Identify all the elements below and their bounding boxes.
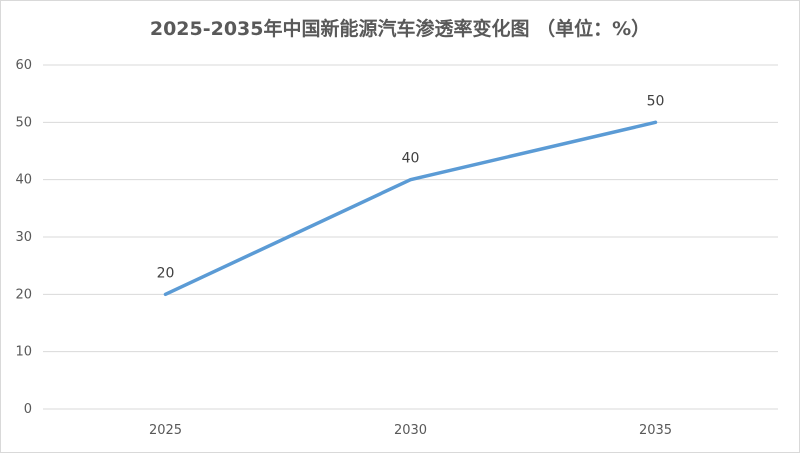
y-tick-label: 50	[15, 115, 32, 130]
data-label: 20	[157, 265, 175, 281]
series-line	[163, 120, 658, 297]
y-tick-label: 0	[24, 402, 32, 417]
x-tick-label: 2025	[149, 423, 182, 438]
data-label: 40	[402, 151, 420, 167]
data-label: 50	[647, 93, 665, 109]
y-tick-label: 20	[15, 287, 32, 302]
y-tick-label: 40	[15, 173, 32, 188]
x-tick-label: 2030	[394, 423, 427, 438]
y-tick-label: 30	[15, 230, 32, 245]
chart-title: 2025-2035年中国新能源汽车渗透率变化图 （单位：%）	[149, 18, 651, 40]
y-tick-label: 10	[15, 345, 32, 360]
y-tick-label: 60	[15, 58, 32, 73]
x-tick-label: 2035	[639, 423, 672, 438]
